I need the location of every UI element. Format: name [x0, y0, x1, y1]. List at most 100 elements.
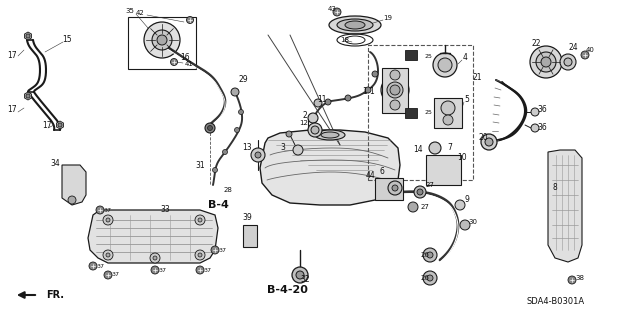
Circle shape	[58, 123, 62, 127]
Circle shape	[308, 123, 322, 137]
Circle shape	[150, 253, 160, 263]
Circle shape	[427, 275, 433, 281]
Text: 26: 26	[420, 275, 429, 281]
Bar	[434, 98, 462, 128]
Text: 40: 40	[586, 47, 595, 53]
Circle shape	[438, 58, 452, 72]
Circle shape	[239, 109, 243, 115]
Text: 4: 4	[463, 54, 467, 63]
Circle shape	[170, 58, 177, 65]
Circle shape	[443, 115, 453, 125]
Text: 37: 37	[112, 272, 120, 278]
Polygon shape	[62, 165, 86, 205]
Circle shape	[96, 206, 104, 214]
Circle shape	[198, 253, 202, 257]
Text: 11: 11	[317, 95, 327, 105]
Text: 37: 37	[104, 207, 112, 212]
Bar	[128, 17, 196, 69]
Text: 27: 27	[426, 182, 435, 188]
Bar	[382, 68, 408, 113]
Circle shape	[388, 181, 402, 195]
Circle shape	[106, 218, 110, 222]
Circle shape	[89, 262, 97, 270]
Circle shape	[255, 152, 261, 158]
Text: 42: 42	[136, 10, 145, 16]
Circle shape	[417, 189, 423, 195]
Circle shape	[429, 142, 441, 154]
Polygon shape	[24, 92, 31, 100]
Text: 7: 7	[447, 144, 452, 152]
Text: 37: 37	[159, 268, 167, 272]
Circle shape	[205, 123, 215, 133]
Circle shape	[195, 215, 205, 225]
Text: 24: 24	[568, 42, 578, 51]
Circle shape	[568, 276, 576, 284]
Circle shape	[103, 250, 113, 260]
Text: 44: 44	[365, 170, 375, 180]
Circle shape	[311, 126, 319, 134]
Circle shape	[292, 267, 308, 283]
Text: 37: 37	[97, 263, 105, 269]
Text: 36: 36	[537, 106, 547, 115]
Circle shape	[581, 51, 589, 59]
Circle shape	[26, 94, 30, 98]
Circle shape	[423, 271, 437, 285]
Circle shape	[186, 17, 193, 24]
Circle shape	[530, 46, 562, 78]
Text: 13: 13	[242, 144, 252, 152]
Circle shape	[564, 58, 572, 66]
Polygon shape	[548, 150, 582, 262]
Circle shape	[560, 54, 576, 70]
Text: 1: 1	[370, 87, 374, 97]
Text: 19: 19	[383, 15, 392, 21]
Circle shape	[223, 150, 227, 154]
Text: 25: 25	[424, 54, 432, 58]
Text: FR.: FR.	[46, 290, 64, 300]
Text: 2: 2	[303, 110, 307, 120]
Text: 17: 17	[7, 106, 17, 115]
Ellipse shape	[321, 132, 339, 138]
Text: 15: 15	[62, 35, 72, 44]
Circle shape	[531, 108, 539, 116]
Circle shape	[211, 246, 219, 254]
Circle shape	[536, 52, 556, 72]
Circle shape	[441, 101, 455, 115]
Text: 43: 43	[328, 6, 337, 12]
Circle shape	[460, 220, 470, 230]
Circle shape	[390, 85, 400, 95]
Circle shape	[157, 35, 167, 45]
Polygon shape	[56, 121, 63, 129]
Polygon shape	[88, 210, 218, 263]
Text: 34: 34	[50, 159, 60, 167]
Text: 14: 14	[413, 145, 423, 154]
Circle shape	[195, 250, 205, 260]
Circle shape	[381, 76, 409, 104]
Text: 36: 36	[537, 123, 547, 132]
Bar	[426, 155, 461, 185]
Circle shape	[433, 53, 457, 77]
Text: 26: 26	[420, 252, 429, 258]
Circle shape	[333, 8, 341, 16]
Text: 27: 27	[420, 204, 429, 210]
Text: 8: 8	[552, 183, 557, 192]
Circle shape	[390, 70, 400, 80]
Polygon shape	[260, 130, 400, 205]
Text: 22: 22	[531, 40, 541, 48]
Circle shape	[68, 196, 76, 204]
Circle shape	[481, 134, 497, 150]
Bar	[405, 50, 417, 60]
Circle shape	[26, 34, 30, 38]
Text: 3: 3	[280, 144, 285, 152]
Circle shape	[231, 88, 239, 96]
Ellipse shape	[345, 21, 365, 29]
Text: 37: 37	[204, 268, 212, 272]
Text: 38: 38	[575, 275, 584, 281]
Circle shape	[455, 200, 465, 210]
Text: 16: 16	[180, 53, 190, 62]
Bar	[368, 45, 473, 180]
Circle shape	[365, 87, 371, 93]
Circle shape	[345, 95, 351, 101]
Text: B-4: B-4	[207, 200, 228, 210]
Text: 5: 5	[465, 95, 469, 105]
Bar	[243, 225, 257, 247]
